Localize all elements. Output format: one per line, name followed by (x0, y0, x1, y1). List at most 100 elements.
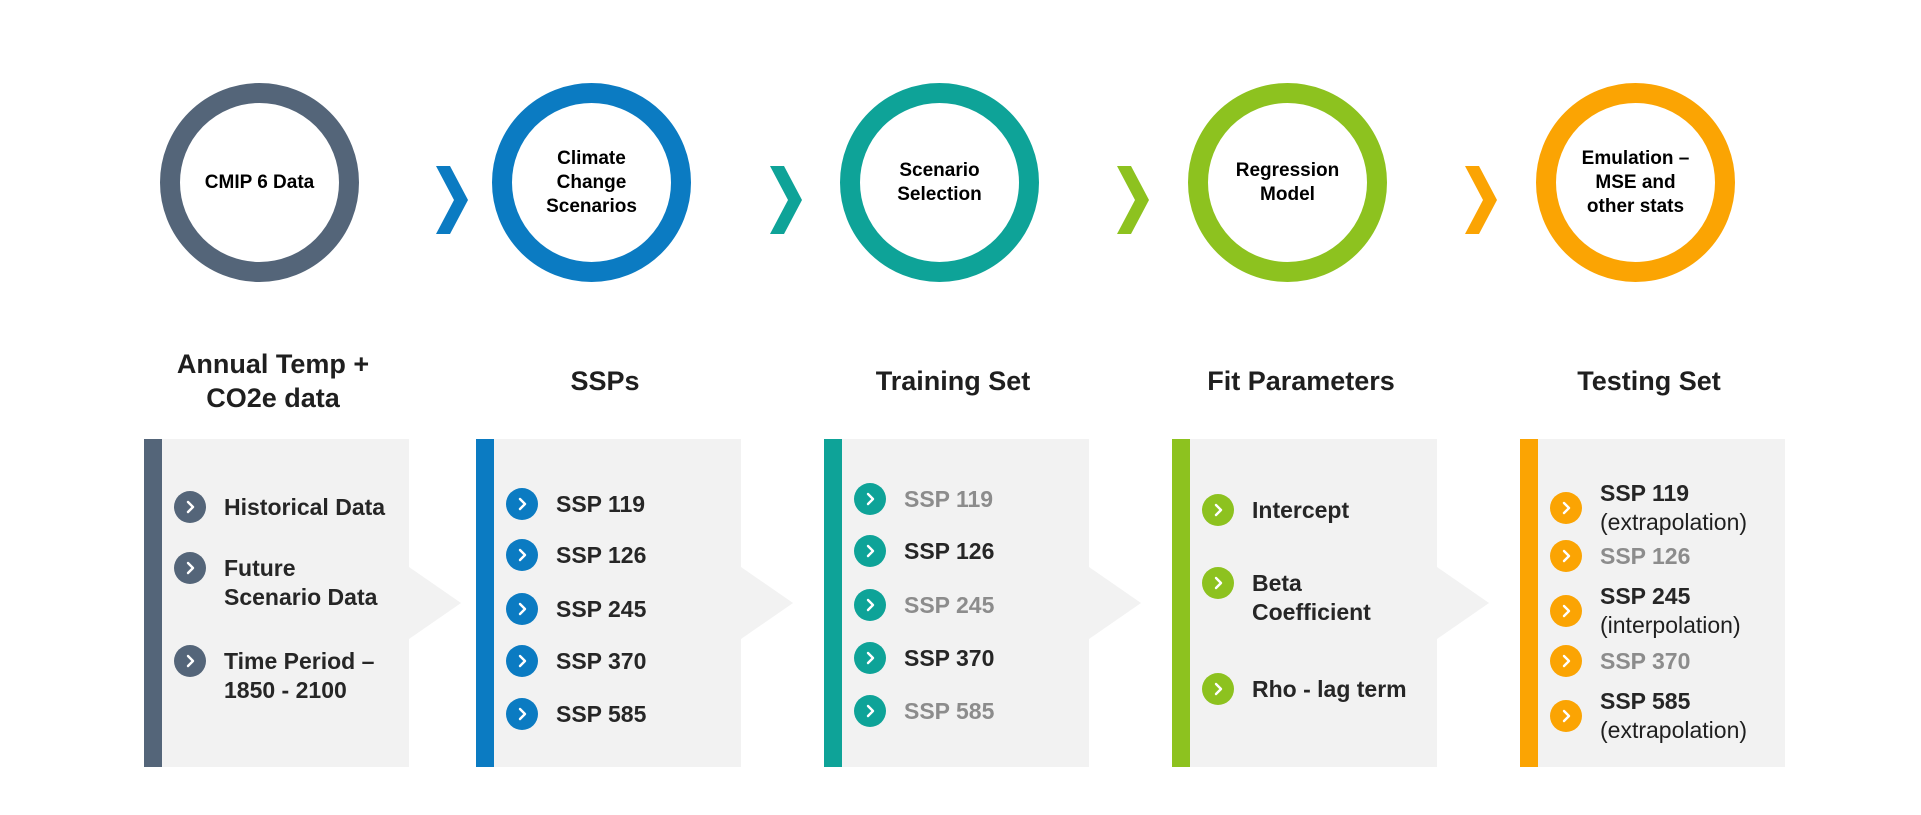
chevron-right-icon (1550, 492, 1582, 524)
list-item-text: SSP 370 (556, 648, 647, 674)
list-item: SSP 245 (interpolation) (1550, 582, 1741, 640)
list-item-text: SSP 245 (904, 592, 995, 618)
chevron-right-icon (1550, 540, 1582, 572)
stage-heading: Annual Temp + CO2e data (176, 349, 370, 413)
stage-circle: Regression Model (1188, 83, 1387, 282)
stage-circle: Scenario Selection (840, 83, 1039, 282)
stage-training-set: Scenario Selection Training Set SSP 119 … (818, 0, 1141, 815)
list-item-note: (extrapolation) (1600, 509, 1748, 535)
list-item: SSP 585 (extrapolation) (1550, 687, 1747, 745)
chevron-right-icon (854, 642, 886, 674)
stage-fit-parameters: Regression Model Fit Parameters Intercep… (1166, 0, 1489, 815)
stage-heading: Training Set (875, 366, 1031, 396)
chevron-right-icon (1550, 645, 1582, 677)
list-item: SSP 245 (854, 589, 995, 621)
stage-panel: SSP 119 SSP 126 SSP 245 SSP 370 SSP 585 (824, 439, 1141, 767)
list-item: SSP 370 (506, 645, 647, 677)
chevron-right-icon (1550, 700, 1582, 732)
chevron-right-icon (506, 539, 538, 571)
list-item-text: SSP 370 (1600, 648, 1691, 674)
panel-accent-bar (1172, 439, 1190, 767)
list-item-text: Intercept (1252, 497, 1350, 523)
chevron-right-icon (854, 535, 886, 567)
chevron-right-icon (506, 488, 538, 520)
stage-panel: SSP 119 (extrapolation) SSP 126 SSP 245 (i… (1520, 439, 1785, 767)
stage-panel: SSP 119 SSP 126 SSP 245 SSP 370 SSP 585 (476, 439, 793, 767)
list-item: Beta Coefficient (1202, 567, 1371, 627)
list-item: SSP 585 (854, 695, 995, 727)
panel-accent-bar (476, 439, 494, 767)
list-item-text: SSP 119 (904, 486, 994, 512)
list-item: SSP 126 (854, 535, 995, 567)
panel-arrow-notch (1437, 567, 1489, 639)
chevron-right-icon (854, 589, 886, 621)
list-item-note: (interpolation) (1600, 612, 1741, 638)
panel-arrow-notch (1089, 567, 1141, 639)
panel-accent-bar (824, 439, 842, 767)
list-item-text: Time Period – 1850 - 2100 (224, 648, 375, 703)
panel-accent-bar (144, 439, 162, 767)
stage-circle-label: Scenario Selection (897, 159, 982, 205)
list-item: SSP 370 (1550, 645, 1691, 677)
list-item: Time Period – 1850 - 2100 (174, 645, 375, 705)
stage-circle-label: Regression Model (1235, 159, 1340, 205)
panel-body (1190, 439, 1437, 767)
stage-circle-label: CMIP 6 Data (204, 171, 315, 193)
chevron-right-icon (1202, 567, 1234, 599)
list-item-text: SSP 370 (904, 645, 995, 671)
stage-ssps: Climate Change Scenarios SSPs SSP 119 SS… (470, 0, 793, 815)
panel-arrow-notch (409, 567, 461, 639)
list-item: SSP 119 (854, 483, 994, 515)
stage-panel: Historical Data Future Scenario Data Tim… (144, 439, 461, 767)
list-item-text: SSP 119 (extrapolation) (1600, 479, 1747, 537)
list-item-text: Beta Coefficient (1252, 570, 1371, 625)
stage-heading: Fit Parameters (1207, 366, 1395, 396)
list-item-label: SSP 245 (1600, 583, 1691, 609)
list-item-label: SSP 585 (1600, 688, 1691, 714)
chevron-right-icon (1550, 595, 1582, 627)
flow-arrow-icon (1117, 166, 1149, 234)
chevron-right-icon (174, 645, 206, 677)
chevron-right-icon (854, 695, 886, 727)
list-item-text: SSP 126 (904, 538, 995, 564)
list-item-text: Rho - lag term (1252, 676, 1407, 702)
chevron-right-icon (1202, 673, 1234, 705)
list-item-note: (extrapolation) (1600, 717, 1748, 743)
list-item-text: Historical Data (224, 494, 386, 520)
list-item: SSP 119 (506, 488, 646, 520)
flow-arrow-icon (770, 166, 802, 234)
chevron-right-icon (854, 483, 886, 515)
list-item-text: SSP 585 (904, 698, 995, 724)
list-item: SSP 126 (506, 539, 646, 571)
list-item: SSP 585 (506, 698, 647, 730)
list-item-label: SSP 119 (1600, 480, 1690, 506)
stage-circle: Climate Change Scenarios (492, 83, 691, 282)
list-item-text: SSP 585 (556, 701, 647, 727)
stage-cmip6: CMIP 6 Data Annual Temp + CO2e data Hist… (138, 0, 461, 815)
list-item: Intercept (1202, 494, 1350, 526)
list-item: SSP 370 (854, 642, 995, 674)
list-item: Historical Data (174, 491, 386, 523)
list-item-text: SSP 585 (extrapolation) (1600, 687, 1747, 745)
flow-arrow-icon (1465, 166, 1497, 234)
chevron-right-icon (174, 491, 206, 523)
stage-heading: SSPs (570, 366, 640, 396)
list-item-text: SSP 126 (1600, 543, 1691, 569)
list-item-text: SSP 245 (interpolation) (1600, 582, 1741, 640)
chevron-right-icon (506, 645, 538, 677)
list-item-text: SSP 119 (556, 491, 646, 517)
list-item: Rho - lag term (1202, 673, 1407, 705)
panel-accent-bar (1520, 439, 1538, 767)
chevron-right-icon (506, 593, 538, 625)
stage-testing-set: Emulation – MSE and other stats Testing … (1514, 0, 1824, 815)
list-item: Future Scenario Data (174, 552, 378, 612)
chevron-right-icon (1202, 494, 1234, 526)
stage-circle: Emulation – MSE and other stats (1536, 83, 1735, 282)
list-item-text: Future Scenario Data (224, 555, 378, 610)
list-item: SSP 119 (extrapolation) (1550, 479, 1747, 537)
flow-arrow-icon (436, 166, 468, 234)
chevron-right-icon (174, 552, 206, 584)
panel-body (162, 439, 409, 767)
panel-arrow-notch (741, 567, 793, 639)
stage-panel: Intercept Beta Coefficient Rho - lag ter… (1172, 439, 1489, 767)
